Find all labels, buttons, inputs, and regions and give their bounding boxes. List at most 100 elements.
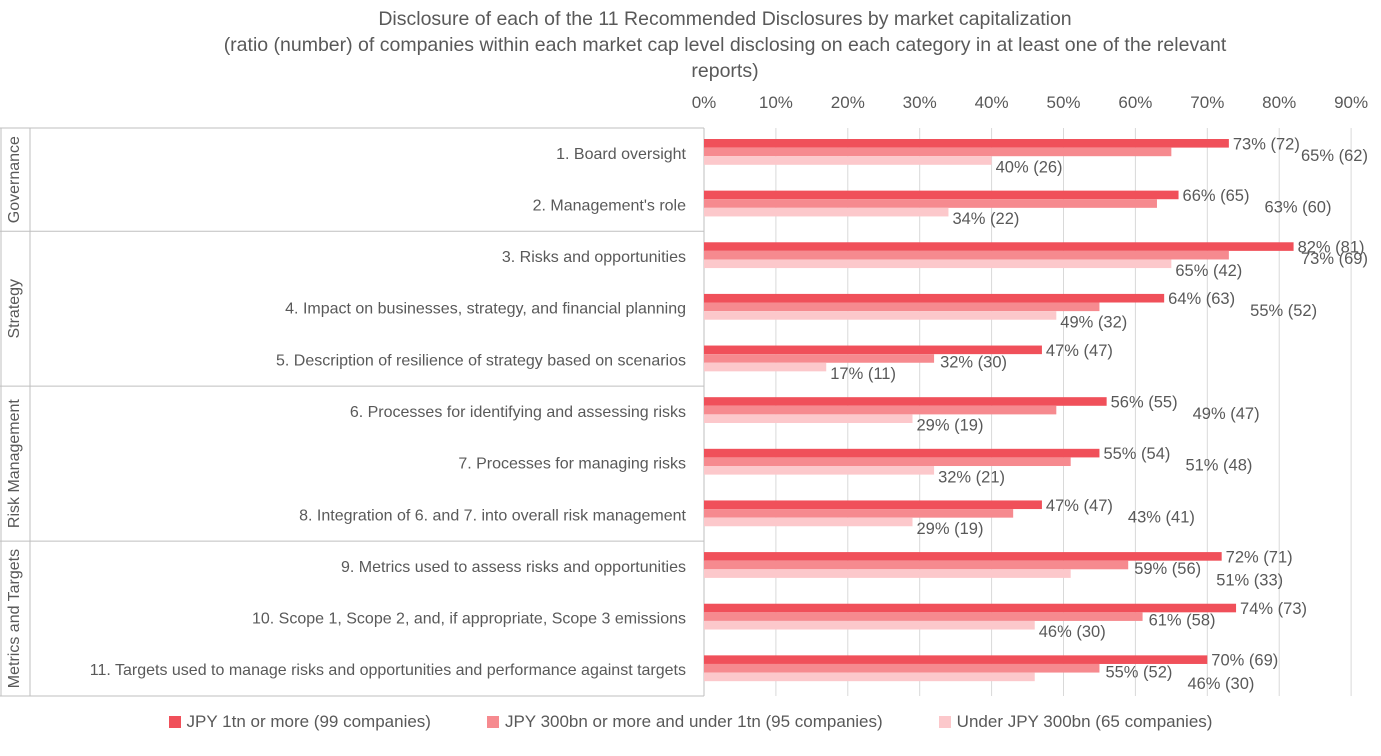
data-label: 55% (52) [1250, 302, 1317, 320]
category-label: 8. Integration of 6. and 7. into overall… [299, 507, 686, 524]
data-label: 17% (11) [830, 365, 896, 383]
bar [704, 302, 1100, 312]
legend-label-mid-cap: JPY 300bn or more and under 1tn (95 comp… [504, 712, 883, 731]
x-tick-label: 50% [1046, 93, 1080, 112]
bar [704, 620, 1035, 630]
bar [704, 457, 1071, 467]
bar [704, 552, 1222, 561]
chart-title: Disclosure of each of the 11 Recommended… [378, 8, 1072, 30]
data-label: 46% (30) [1187, 675, 1254, 693]
bar [704, 612, 1143, 621]
data-label: 82% (81) [1298, 239, 1365, 257]
bar [704, 259, 1172, 269]
data-label: 65% (42) [1175, 262, 1242, 280]
data-label: 29% (19) [917, 417, 984, 435]
data-label: 40% (26) [996, 159, 1063, 177]
category-label: 4. Impact on businesses, strategy, and f… [285, 301, 686, 318]
data-label: 56% (55) [1111, 393, 1178, 411]
x-tick-label: 80% [1262, 93, 1296, 112]
bar [704, 655, 1208, 664]
x-tick-label: 10% [759, 93, 793, 112]
category-label: 2. Management's role [533, 197, 686, 214]
category-label: 1. Board oversight [556, 146, 686, 163]
bar [704, 190, 1179, 200]
legend-swatch-small-cap [938, 716, 951, 728]
data-label: 73% (72) [1233, 135, 1300, 153]
data-label: 32% (21) [938, 468, 1005, 486]
chart-subtitle-line-1: (ratio (number) of companies within each… [223, 34, 1227, 56]
bar [704, 250, 1229, 260]
x-tick-label: 70% [1190, 93, 1224, 112]
bar [704, 311, 1057, 320]
data-label: 32% (30) [940, 353, 1007, 371]
data-label: 51% (33) [1216, 572, 1283, 590]
bar [704, 569, 1071, 578]
x-tick-label: 20% [831, 93, 865, 112]
bar [704, 139, 1229, 148]
category-label: 7. Processes for managing risks [458, 456, 686, 473]
legend-item-small-cap: Under JPY 300bn (65 companies) [938, 712, 1212, 732]
data-label: 49% (32) [1060, 313, 1127, 331]
data-label: 47% (47) [1046, 342, 1113, 360]
legend-label-large-cap: JPY 1tn or more (99 companies) [186, 712, 431, 731]
data-label: 43% (41) [1128, 508, 1195, 526]
data-label: 73% (69) [1301, 250, 1368, 268]
bar [704, 509, 1014, 518]
bar [704, 354, 935, 363]
x-tick-label: 90% [1334, 93, 1368, 112]
bar [704, 199, 1157, 208]
chart-legend: JPY 1tn or more (99 companies) JPY 300bn… [0, 712, 1381, 732]
bar [704, 560, 1129, 570]
bar [704, 397, 1107, 406]
legend-item-mid-cap: JPY 300bn or more and under 1tn (95 comp… [486, 712, 883, 732]
legend-swatch-large-cap [168, 716, 181, 728]
bar [704, 242, 1294, 251]
chart-subtitle-line-2: reports) [691, 60, 759, 82]
data-label: 34% (22) [952, 210, 1019, 228]
data-label: 66% (65) [1183, 187, 1250, 205]
bar [704, 500, 1042, 510]
group-label: Metrics and Targets [6, 549, 23, 688]
data-label: 59% (56) [1134, 560, 1201, 578]
bar [704, 672, 1035, 682]
data-label: 72% (71) [1226, 548, 1293, 566]
group-label: Governance [6, 136, 23, 223]
bar [704, 293, 1165, 303]
data-label: 63% (60) [1265, 199, 1332, 217]
data-label: 64% (63) [1168, 290, 1235, 308]
category-label: 11. Targets used to manage risks and opp… [90, 662, 686, 679]
data-label: 61% (58) [1149, 612, 1216, 630]
bar [704, 466, 935, 475]
bar [704, 345, 1042, 355]
category-label: 3. Risks and opportunities [502, 249, 686, 266]
category-label: 6. Processes for identifying and assessi… [350, 404, 686, 421]
data-label: 49% (47) [1193, 405, 1260, 423]
data-label: 70% (69) [1211, 652, 1278, 670]
legend-swatch-mid-cap [486, 716, 499, 728]
x-tick-label: 0% [692, 93, 717, 112]
chart-title-block: Disclosure of each of the 11 Recommended… [160, 6, 1290, 84]
data-label: 65% (62) [1301, 147, 1368, 165]
data-label: 46% (30) [1039, 623, 1106, 641]
data-label: 55% (52) [1105, 663, 1172, 681]
bar [704, 663, 1100, 673]
group-label: Risk Management [6, 399, 23, 529]
bar [704, 405, 1057, 415]
bar [704, 448, 1100, 458]
bar [704, 147, 1172, 157]
data-label: 55% (54) [1103, 445, 1170, 463]
bar [704, 362, 827, 372]
data-label: 74% (73) [1240, 600, 1307, 618]
category-label: 5. Description of resilience of strategy… [276, 352, 686, 369]
category-label: 10. Scope 1, Scope 2, and, if appropriat… [252, 611, 686, 628]
bar [704, 603, 1237, 613]
bar [704, 156, 992, 165]
category-label: 9. Metrics used to assess risks and oppo… [341, 559, 686, 576]
x-tick-label: 30% [903, 93, 937, 112]
data-label: 47% (47) [1046, 497, 1113, 515]
bar [704, 207, 949, 217]
data-label: 51% (48) [1185, 457, 1252, 475]
legend-item-large-cap: JPY 1tn or more (99 companies) [168, 712, 431, 732]
bar [704, 517, 913, 527]
